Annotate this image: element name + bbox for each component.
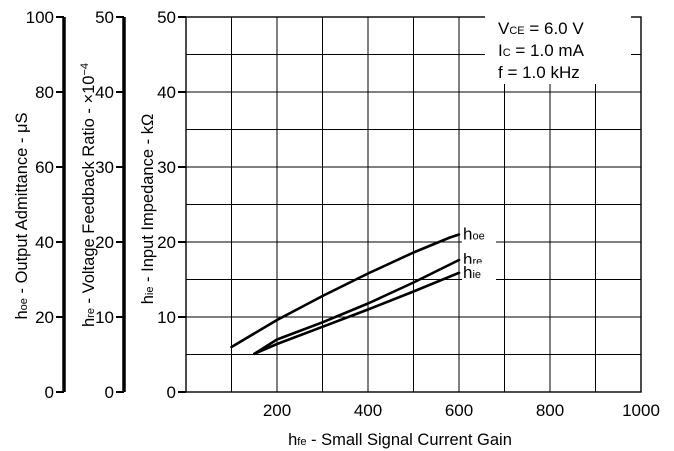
x-tick-label: 200 — [263, 401, 291, 420]
series-label-oe: hoe — [463, 225, 485, 244]
y-tick-label-hoe: 40 — [35, 233, 54, 252]
x-axis-title: hfe - Small Signal Current Gain — [288, 431, 512, 449]
series-lines — [230, 233, 461, 356]
y-tick-label-hie: 0 — [167, 383, 176, 402]
y-axis-title-hie: hie - Input Impedance - kΩ — [139, 114, 157, 305]
y-axis-title-hre: hre - Voltage Feedback Ratio - ×10−4 — [79, 63, 98, 327]
plot-grid — [186, 17, 641, 392]
y-axes: 0 20 40 60 80 100 0 10 20 30 40 50 0 10 20 30 40 50 — [26, 8, 186, 402]
y-tick-label-hre: 50 — [95, 8, 114, 27]
series-label-re: hre — [463, 250, 482, 269]
series-label-bg — [462, 263, 496, 281]
y-tick-label-hre: 30 — [95, 158, 114, 177]
condition-vce: VCE = 6.0 V — [498, 19, 584, 38]
condition-f: f = 1.0 kHz — [498, 63, 580, 82]
series-label-ie: hie — [463, 263, 481, 282]
y-tick-label-hre: 40 — [95, 83, 114, 102]
conditions-box-bg — [485, 8, 631, 84]
y-axis-title-hoe: hoe - Output Admittance - μS — [13, 112, 31, 319]
condition-ic: IC = 1.0 mA — [498, 41, 585, 60]
y-tick-label-hie: 50 — [157, 8, 176, 27]
series-line-oe — [230, 233, 461, 349]
y-tick-label-hoe: 20 — [35, 308, 54, 327]
y-tick-label-hie: 30 — [157, 158, 176, 177]
y-tick-label-hre: 10 — [95, 308, 114, 327]
y-tick-label-hoe: 0 — [45, 383, 54, 402]
x-tick-label: 1000 — [622, 401, 660, 420]
y-tick-label-hoe: 60 — [35, 158, 54, 177]
y-tick-label-hoe: 80 — [35, 83, 54, 102]
y-tick-label-hie: 10 — [157, 308, 176, 327]
x-tick-label: 600 — [445, 401, 473, 420]
x-tick-label: 800 — [536, 401, 564, 420]
y-tick-label-hre: 20 — [95, 233, 114, 252]
series-label-bg — [462, 225, 496, 243]
y-tick-label-hre: 0 — [105, 383, 114, 402]
plot-border — [185, 16, 642, 393]
y-tick-label-hie: 40 — [157, 83, 176, 102]
y-tick-label-hie: 20 — [157, 233, 176, 252]
y-tick-label-hoe: 100 — [26, 8, 54, 27]
plot-frame — [185, 16, 642, 393]
series-line-re — [253, 258, 461, 356]
x-tick-labels: 200 400 600 800 1000 — [263, 401, 660, 420]
series-line-ie — [253, 271, 461, 356]
x-tick-label: 400 — [354, 401, 382, 420]
